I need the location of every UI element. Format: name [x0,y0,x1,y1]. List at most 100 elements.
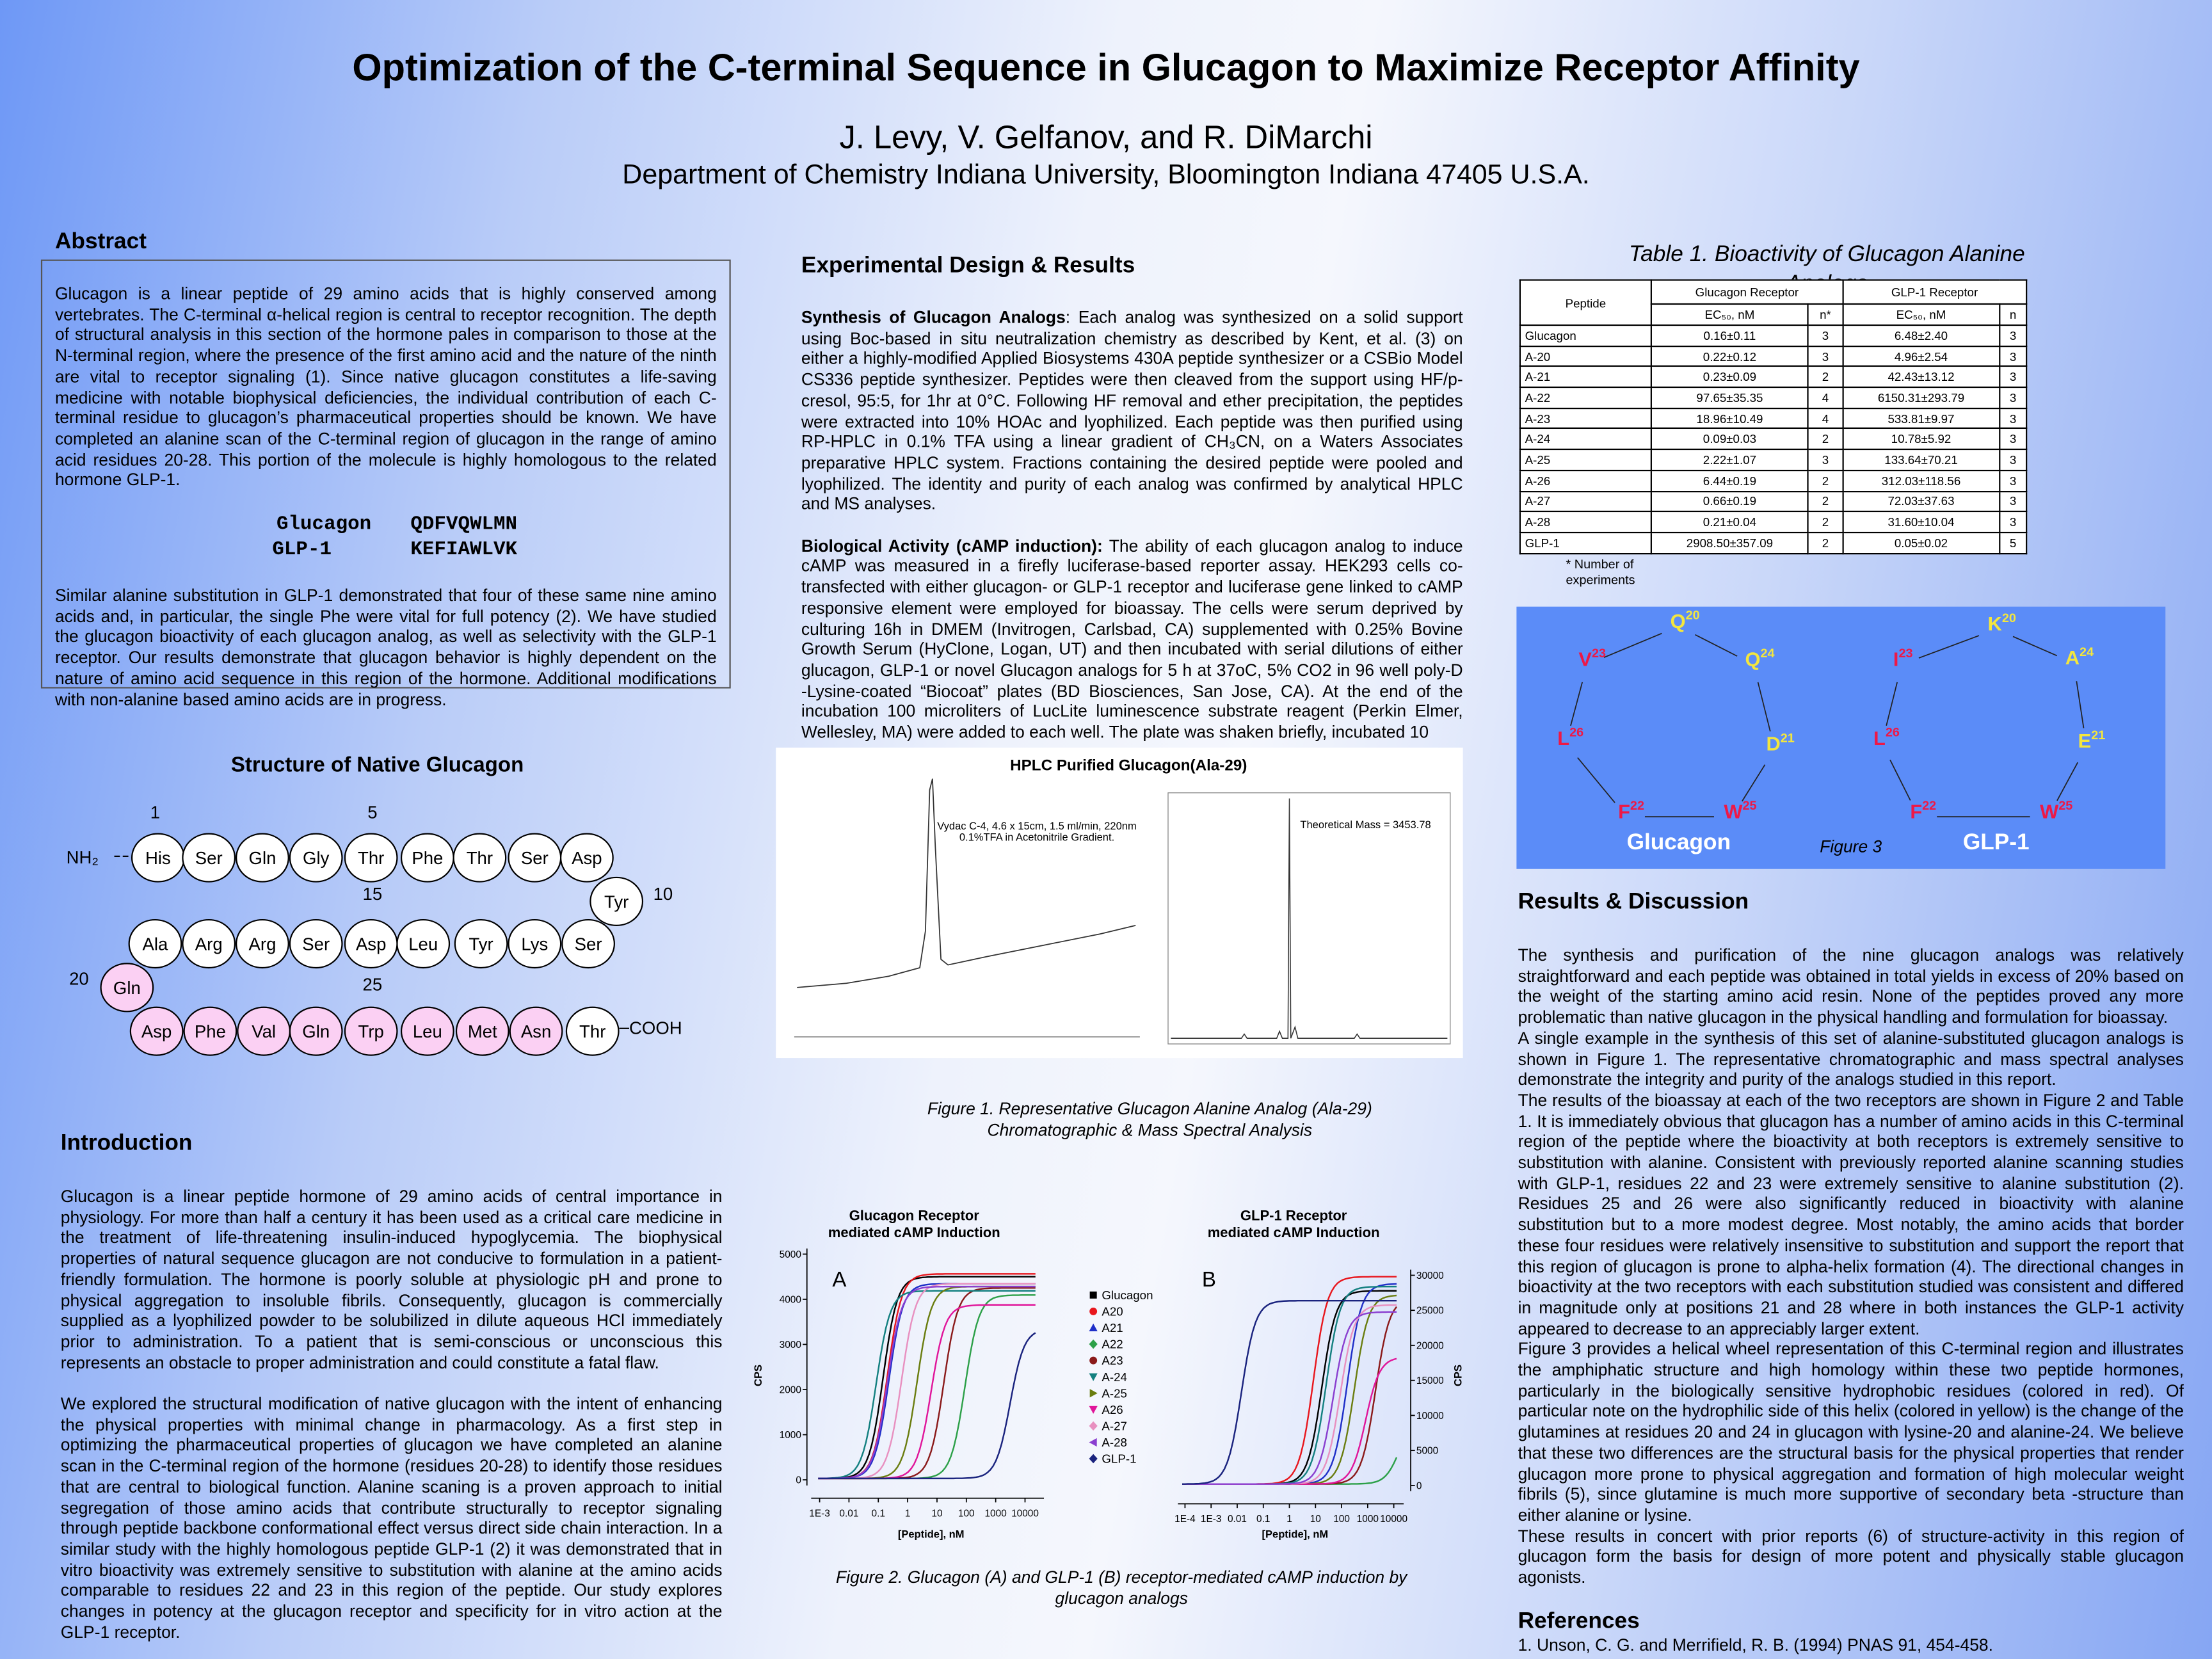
dose-response-curve [1182,1290,1397,1485]
experimental-text: Synthesis of Glucagon Analogs: Each anal… [801,307,1463,743]
x-tick-label: 10 [1310,1514,1321,1525]
wheel-residue: Q24 [1745,646,1774,670]
sequence: QDFVQWLMN [410,513,518,536]
chart-title: GLP-1 Receptor [1240,1208,1347,1224]
residue-number: 22 [1922,799,1936,813]
residue-label: Gln [113,978,141,998]
n-terminus: NH₂ [67,847,99,867]
legend-label: A-25 [1102,1386,1127,1400]
x-axis-label: [Peptide], nM [898,1528,965,1540]
wheel-bond [1570,682,1583,726]
table-cell: 3 [1998,387,2028,409]
header-cell: n [1998,303,2028,326]
legend-marker [1089,1291,1097,1299]
y-tick-label: 10000 [1416,1411,1444,1422]
paragraph: The synthesis and purification of the ni… [1518,945,2184,1027]
header-cell: Peptide [1519,279,1652,326]
residue-number: 22 [1630,799,1644,813]
experimental-heading: Experimental Design & Results [801,253,1135,278]
table-cell: 2 [1807,469,1844,492]
wheel-residue: W25 [2040,799,2072,822]
residue-letter: K [1988,613,2002,635]
residue-label: Phe [412,848,443,868]
wheel-bond [2076,681,2085,728]
paragraph: The results of the bioassay at each of t… [1518,1090,2184,1338]
residue-number: 21 [2091,728,2105,742]
residue-letter: L [1873,727,1886,749]
table-cell: 3 [1807,345,1844,367]
table-cell: 533.81±9.97 [1841,407,2001,429]
table-container: Peptide Glucagon Receptor GLP-1 Receptor EC… [1519,279,2028,554]
table-cell: 3 [1807,449,1844,471]
residue-circle [182,833,236,883]
table-cell: 3 [1807,324,1844,347]
residue-label: Leu [413,1022,442,1041]
residue-circle [344,833,398,883]
residue-number: 25 [363,974,383,994]
wheel-residue: E21 [2078,728,2106,752]
paragraph: These results in concert with prior repo… [1518,1526,2184,1587]
caption-line: Chromatographic & Mass Spectral Analysis [987,1120,1313,1140]
dose-response-curve [1182,1299,1397,1485]
legend-marker [1089,1421,1098,1431]
wheel-residue: L26 [1557,726,1583,749]
x-tick-label: 10000 [1011,1508,1039,1519]
references-heading: References [1518,1609,1640,1634]
x-tick-label: 100 [958,1508,975,1519]
table-row: A-27 0.66±0.19 2 72.03±37.63 3 [1519,490,2028,513]
table-cell: A-28 [1519,511,1652,533]
residue-number: 5 [367,802,377,822]
table-cell: GLP-1 [1519,531,1652,554]
y-tick-label: 15000 [1416,1375,1444,1386]
y-tick-label: 2000 [780,1385,801,1396]
dose-response-curve [818,1283,1036,1480]
residue-label: Tyr [469,934,493,954]
residue-letter: W [1724,800,1743,822]
table-row: A-22 97.65±35.35 4 6150.31±293.79 3 [1519,387,2028,409]
legend-label: A-28 [1102,1436,1127,1449]
legend-label: A22 [1102,1338,1123,1351]
y-tick-label: 3000 [780,1340,801,1350]
residue-label: Thr [358,848,384,868]
residue-circle [400,1006,454,1056]
table-cell: A-24 [1519,428,1652,451]
table-cell: 31.60±10.04 [1841,511,2001,533]
residue-number: 23 [1592,646,1606,661]
wheel-residue: F22 [1910,799,1936,822]
table-cell: A-21 [1519,365,1652,389]
table-cell: 0.09±0.03 [1650,428,1809,451]
residue-label: Ala [143,934,168,954]
residue-letter: W [2040,800,2059,822]
figure1-background [776,748,1463,1059]
residue-number: 20 [2002,611,2016,625]
authors: J. Levy, V. Gelfanov, and R. DiMarchi [839,118,1373,156]
wheel-residue: K20 [1988,611,2016,635]
dose-response-curve [818,1285,1036,1480]
table-cell: 3 [1998,324,2028,347]
legend-marker [1089,1356,1098,1365]
residue-letter: L [1557,727,1569,749]
residue-label: Asn [521,1022,551,1041]
table-cell: 4.96±2.54 [1841,345,2001,367]
residue-number: 23 [1898,646,1912,661]
table-row: A-21 0.23±0.09 2 42.43±13.12 3 [1519,365,2028,389]
table-cell: A-26 [1519,469,1652,492]
header-row: EC₅₀, nM n* EC₅₀, nM n [1520,303,2028,326]
residue-label: Gln [302,1022,330,1041]
legend-label: A-24 [1102,1370,1127,1384]
lead: Biological Activity (cAMP induction): [801,535,1103,556]
x-tick-label: 10000 [1380,1514,1407,1525]
table-cell: 3 [1998,511,2028,533]
table-cell: 18.96±10.49 [1650,407,1809,429]
wheel-bond [1603,632,1662,658]
dose-response-curve [818,1304,1036,1480]
residue-letter: F [1910,800,1922,822]
y-tick-label: 30000 [1416,1270,1444,1281]
residue-label: Tyr [604,892,629,911]
residue-label: Met [468,1022,497,1041]
residue-circle [236,833,289,883]
residue-number: 25 [2058,799,2072,813]
legend-label: A20 [1102,1305,1123,1318]
wheel-bond [1757,682,1771,732]
